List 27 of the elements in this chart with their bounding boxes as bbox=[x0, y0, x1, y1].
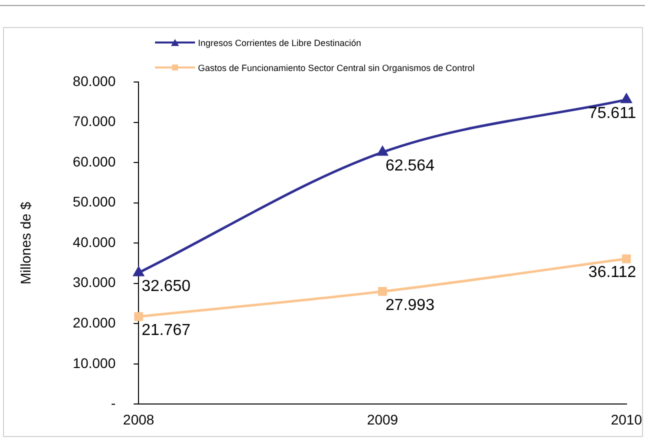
point bbox=[134, 312, 144, 321]
data-label: 21.767 bbox=[142, 322, 191, 339]
y-axis-title: Millones de $ bbox=[17, 202, 34, 284]
y-tick-label: 80.000 bbox=[72, 72, 116, 89]
point bbox=[377, 146, 388, 156]
data-label: 75.611 bbox=[588, 105, 636, 122]
data-label: 27.993 bbox=[386, 296, 435, 314]
y-tick-label: 30.000 bbox=[72, 274, 116, 290]
point bbox=[621, 94, 632, 104]
y-tick-label: 70.000 bbox=[72, 113, 116, 130]
legend-label: Gastos de Funcionamiento Sector Central sin Organismos de Control bbox=[198, 62, 475, 72]
y-tick-label: 40.000 bbox=[72, 234, 116, 250]
legend-label: Ingresos Corrientes de Libre Destinación bbox=[198, 38, 362, 48]
x-tick-label: 2009 bbox=[366, 411, 398, 428]
x-tick-label: 2010 bbox=[610, 411, 642, 428]
data-label: 36.112 bbox=[588, 264, 636, 282]
y-tick-label: 10.000 bbox=[72, 354, 116, 371]
y-tick-label: 60.000 bbox=[72, 153, 116, 170]
point bbox=[133, 266, 144, 276]
data-label: 32.650 bbox=[142, 278, 191, 296]
y-tick-label: 20.000 bbox=[72, 314, 116, 331]
data-label: 62.564 bbox=[386, 158, 435, 175]
point bbox=[622, 254, 631, 264]
y-tick-label: - bbox=[110, 395, 116, 412]
x-tick-label: 2008 bbox=[123, 411, 154, 428]
point bbox=[378, 287, 387, 296]
y-tick-label: 50.000 bbox=[72, 194, 116, 210]
